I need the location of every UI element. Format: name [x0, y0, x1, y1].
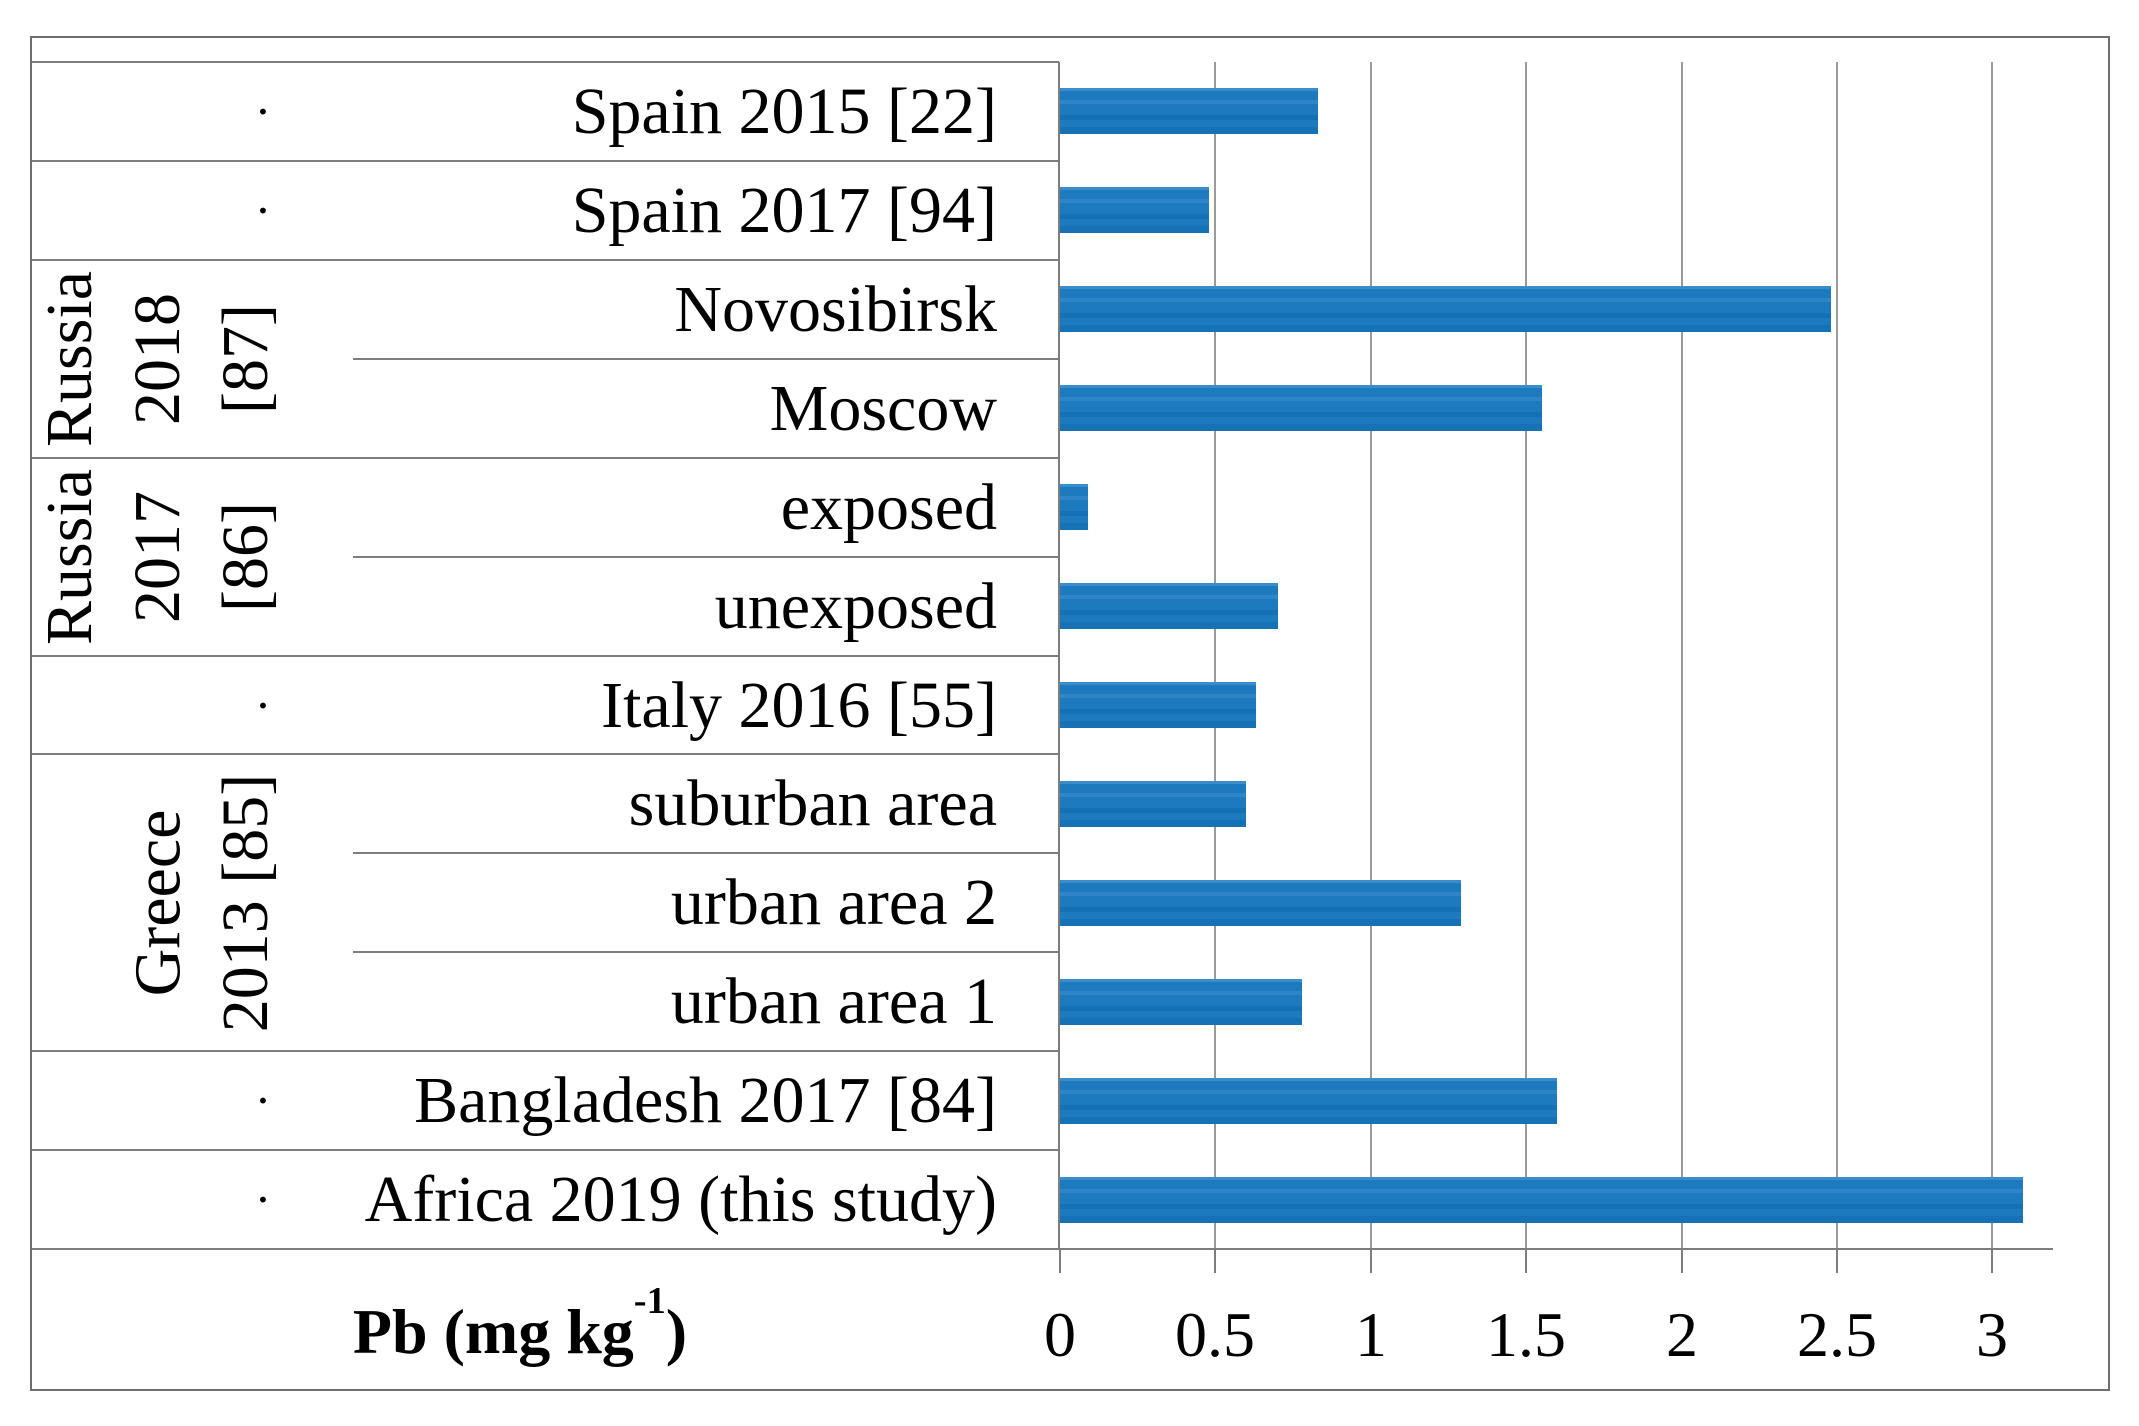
row-divider-line — [353, 852, 1059, 854]
bar — [1060, 88, 1318, 134]
axis-tick-mark — [1059, 1248, 1061, 1273]
axis-tick-mark — [1370, 1248, 1372, 1273]
group-label-text: Russia — [33, 468, 106, 646]
x-axis-title-superscript: -1 — [633, 1280, 666, 1323]
category-label: Bangladesh 2017 [84] — [414, 1064, 997, 1137]
bar — [1060, 286, 1831, 332]
group-label-vertical: Greece — [120, 754, 196, 1051]
group-label-text: Russia — [33, 270, 106, 448]
row-divider-line — [32, 753, 1059, 755]
bar — [1060, 1177, 2023, 1223]
group-label-text: Greece — [121, 809, 195, 996]
row-divider-line — [32, 655, 1059, 657]
group-label-vertical: 2018 — [120, 260, 196, 458]
category-label: Novosibirsk — [674, 273, 997, 346]
row-divider-line — [32, 160, 1059, 162]
gridline — [1370, 62, 1372, 1249]
axis-tick-mark — [1991, 1248, 1993, 1273]
group-label-text: 2018 — [121, 293, 194, 425]
bar — [1060, 979, 1302, 1025]
group-placeholder-dot: · — [254, 182, 272, 238]
gridline — [1991, 62, 1993, 1249]
gridline — [1214, 62, 1216, 1249]
category-label: urban area 1 — [670, 965, 997, 1038]
bar — [1060, 484, 1088, 530]
group-label-vertical: Russia — [32, 260, 108, 458]
group-label-vertical: 2013 [85] — [208, 754, 284, 1051]
bar — [1060, 1078, 1557, 1124]
group-label-vertical: [87] — [208, 260, 284, 458]
row-divider-line — [32, 457, 1059, 459]
x-axis-tick-label: 3 — [1976, 1299, 2008, 1370]
axis-tick-mark — [1525, 1248, 1527, 1273]
bar — [1060, 880, 1461, 926]
category-label: Spain 2017 [94] — [571, 174, 997, 247]
group-label-vertical: Russia — [32, 458, 108, 656]
bar — [1060, 781, 1246, 827]
group-label-vertical: [86] — [208, 458, 284, 656]
category-label: exposed — [780, 471, 997, 544]
category-label: suburban area — [628, 767, 997, 840]
group-placeholder-dot: · — [254, 1171, 272, 1227]
group-placeholder-dot: · — [254, 1072, 272, 1128]
row-divider-line — [353, 556, 1059, 558]
bar — [1060, 187, 1209, 233]
row-divider-line — [32, 1050, 1059, 1052]
group-label-text: [87] — [209, 304, 282, 414]
gridline — [1681, 62, 1683, 1249]
label-plot-divider-line — [1058, 62, 1060, 1249]
axis-tick-mark — [1214, 1248, 1216, 1273]
gridline — [1836, 62, 1838, 1249]
x-axis-title-close: ) — [665, 1296, 688, 1367]
figure-border — [30, 36, 2110, 1391]
x-axis-tick-label: 2.5 — [1797, 1299, 1877, 1370]
row-divider-line — [353, 951, 1059, 953]
category-label: urban area 2 — [670, 866, 997, 939]
category-label: Spain 2015 [22] — [571, 75, 997, 148]
bar — [1060, 682, 1256, 728]
x-axis-title-text: Pb (mg kg — [352, 1296, 634, 1367]
group-label-vertical: 2017 — [120, 458, 196, 656]
axis-tick-mark — [1836, 1248, 1838, 1273]
row-divider-line — [353, 358, 1059, 360]
x-axis-line — [32, 1248, 2053, 1250]
category-label: Moscow — [769, 372, 997, 445]
x-axis-tick-label: 0.5 — [1175, 1299, 1255, 1370]
x-axis-tick-label: 1 — [1355, 1299, 1387, 1370]
row-divider-line — [32, 259, 1059, 261]
gridline — [1525, 62, 1527, 1249]
axis-tick-mark — [1681, 1248, 1683, 1273]
group-placeholder-dot: · — [254, 677, 272, 733]
x-axis-tick-label: 2 — [1666, 1299, 1698, 1370]
category-label: unexposed — [714, 570, 997, 643]
group-placeholder-dot: · — [254, 83, 272, 139]
group-label-text: 2017 — [121, 491, 194, 623]
bar — [1060, 385, 1542, 431]
x-axis-tick-label: 0 — [1044, 1299, 1076, 1370]
category-label: Italy 2016 [55] — [601, 669, 997, 742]
row-divider-line — [32, 1149, 1059, 1151]
group-label-text: 2013 [85] — [209, 773, 282, 1032]
bar — [1060, 583, 1278, 629]
x-axis-title: Pb (mg kg-1) — [220, 1282, 820, 1374]
category-label: Africa 2019 (this study) — [364, 1163, 997, 1236]
group-label-text: [86] — [209, 502, 282, 612]
row-divider-line — [32, 61, 1059, 63]
x-axis-tick-label: 1.5 — [1486, 1299, 1566, 1370]
